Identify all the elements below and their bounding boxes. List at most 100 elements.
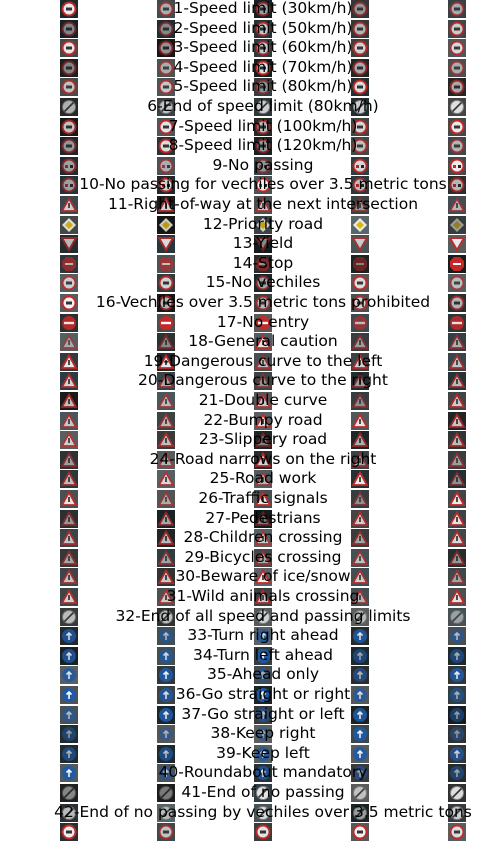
warning-triangle-icon xyxy=(351,529,369,548)
mandatory-blue-icon xyxy=(448,705,466,724)
warning-triangle-icon xyxy=(448,411,466,430)
warning-triangle-icon xyxy=(448,431,466,450)
warning-triangle-icon xyxy=(60,529,78,548)
yield-icon xyxy=(448,235,466,254)
end-restriction-icon xyxy=(351,784,369,802)
warning-triangle-icon xyxy=(351,470,369,489)
warning-triangle-icon xyxy=(448,588,466,606)
mandatory-blue-icon xyxy=(157,686,175,704)
mandatory-blue-icon xyxy=(60,725,78,744)
warning-triangle-icon xyxy=(254,490,272,508)
warning-triangle-icon xyxy=(254,568,272,587)
warning-triangle-icon xyxy=(351,490,369,508)
mandatory-blue-icon xyxy=(448,666,466,685)
mandatory-blue-icon xyxy=(60,705,78,724)
prohibition-icon xyxy=(448,294,466,312)
mandatory-blue-icon xyxy=(448,646,466,665)
end-restriction-icon xyxy=(448,607,466,626)
end-restriction-icon xyxy=(254,607,272,626)
end-restriction-icon xyxy=(60,607,78,626)
stop-icon xyxy=(448,254,466,273)
end-restriction-icon xyxy=(351,607,369,626)
end-restriction-icon xyxy=(60,784,78,802)
warning-triangle-icon xyxy=(254,470,272,489)
warning-triangle-icon xyxy=(351,372,369,391)
warning-triangle-icon xyxy=(254,450,272,469)
prohibition-icon xyxy=(351,274,369,293)
mandatory-blue-icon xyxy=(157,725,175,744)
warning-triangle-icon xyxy=(351,588,369,606)
warning-triangle-icon xyxy=(351,392,369,410)
no-entry-icon xyxy=(254,313,272,332)
warning-triangle-icon xyxy=(254,529,272,548)
yield-icon xyxy=(351,235,369,254)
mandatory-blue-icon xyxy=(60,764,78,783)
prohibition-icon xyxy=(157,294,175,312)
prohibition-icon xyxy=(351,294,369,312)
speed-limit-icon xyxy=(254,39,272,58)
speed-limit-icon xyxy=(60,78,78,97)
speed-limit-icon xyxy=(254,0,272,18)
no-passing-icon xyxy=(351,156,369,175)
priority-road-icon xyxy=(351,215,369,234)
warning-triangle-icon xyxy=(157,529,175,548)
end-restriction-icon xyxy=(254,784,272,802)
prohibition-icon xyxy=(254,274,272,293)
end-restriction-icon xyxy=(157,803,175,822)
speed-limit-icon xyxy=(157,137,175,156)
yield-icon xyxy=(157,235,175,254)
mandatory-blue-icon xyxy=(60,666,78,685)
warning-triangle-icon xyxy=(60,352,78,371)
warning-triangle-icon xyxy=(254,392,272,410)
warning-triangle-icon xyxy=(351,411,369,430)
speed-limit-icon xyxy=(60,823,78,842)
speed-limit-icon xyxy=(351,823,369,842)
warning-triangle-icon xyxy=(351,196,369,214)
mandatory-blue-icon xyxy=(351,725,369,744)
end-restriction-icon xyxy=(448,803,466,822)
warning-triangle-icon xyxy=(351,568,369,587)
speed-limit-icon xyxy=(448,0,466,18)
warning-triangle-icon xyxy=(351,509,369,528)
speed-limit-icon xyxy=(351,39,369,58)
warning-triangle-icon xyxy=(351,333,369,352)
mandatory-blue-icon xyxy=(351,646,369,665)
no-entry-icon xyxy=(351,313,369,332)
no-entry-icon xyxy=(157,313,175,332)
priority-road-icon xyxy=(60,215,78,234)
speed-limit-icon xyxy=(351,78,369,97)
warning-triangle-icon xyxy=(448,548,466,567)
mandatory-blue-icon xyxy=(351,705,369,724)
speed-limit-icon xyxy=(60,137,78,156)
warning-triangle-icon xyxy=(254,431,272,450)
mandatory-blue-icon xyxy=(448,725,466,744)
warning-triangle-icon xyxy=(157,588,175,606)
warning-triangle-icon xyxy=(60,450,78,469)
warning-triangle-icon xyxy=(254,352,272,371)
warning-triangle-icon xyxy=(254,333,272,352)
warning-triangle-icon xyxy=(448,568,466,587)
speed-limit-icon xyxy=(60,19,78,38)
warning-triangle-icon xyxy=(157,352,175,371)
warning-triangle-icon xyxy=(60,588,78,606)
mandatory-blue-icon xyxy=(254,666,272,685)
warning-triangle-icon xyxy=(448,352,466,371)
speed-limit-icon xyxy=(157,0,175,18)
priority-road-icon xyxy=(157,215,175,234)
warning-triangle-icon xyxy=(157,431,175,450)
warning-triangle-icon xyxy=(351,352,369,371)
no-entry-icon xyxy=(60,313,78,332)
speed-limit-icon xyxy=(60,39,78,58)
prohibition-icon xyxy=(60,274,78,293)
warning-triangle-icon xyxy=(157,470,175,489)
warning-triangle-icon xyxy=(254,411,272,430)
speed-limit-icon xyxy=(351,117,369,136)
end-restriction-icon xyxy=(351,803,369,822)
warning-triangle-icon xyxy=(60,372,78,391)
end-speed-limit-icon xyxy=(351,98,369,116)
stop-icon xyxy=(254,254,272,273)
end-restriction-icon xyxy=(157,784,175,802)
warning-triangle-icon xyxy=(448,392,466,410)
warning-triangle-icon xyxy=(448,509,466,528)
no-passing-icon xyxy=(351,176,369,195)
